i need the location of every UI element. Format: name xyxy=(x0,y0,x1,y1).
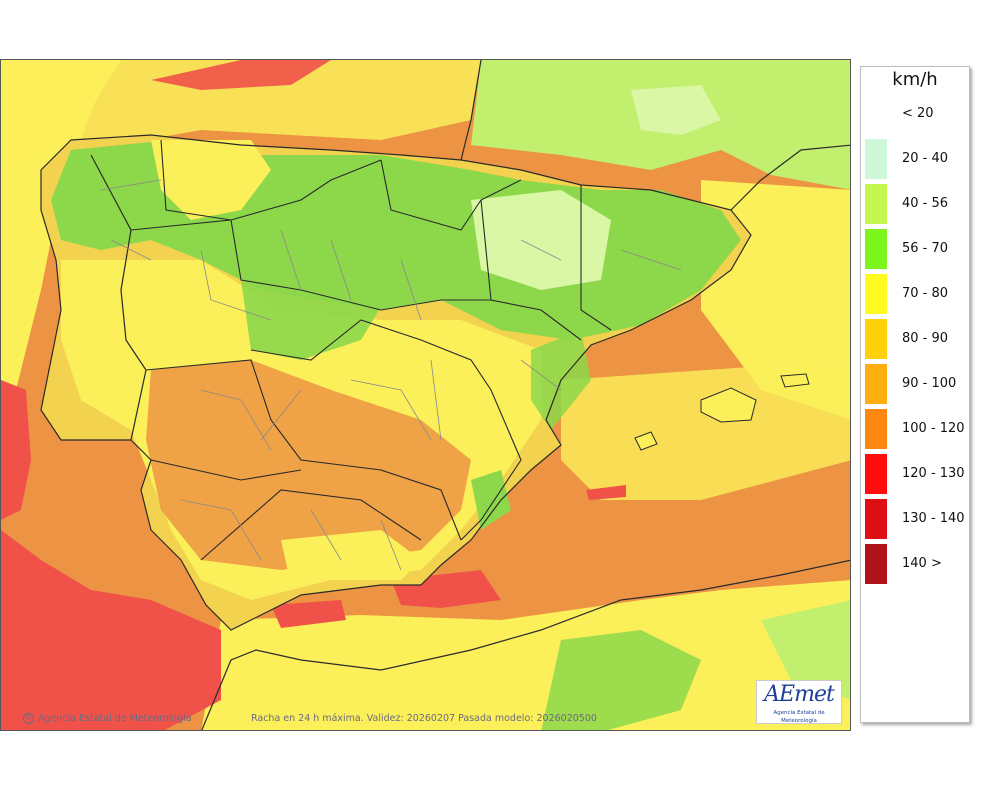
mallorca xyxy=(700,387,757,423)
france-pale xyxy=(631,85,721,135)
legend-label: 90 - 100 xyxy=(902,376,957,391)
legend-swatch xyxy=(865,274,887,314)
balearic-red xyxy=(586,485,626,500)
legend-unit: km/h xyxy=(892,69,938,90)
portugal-border xyxy=(90,154,147,441)
duero-green xyxy=(241,260,391,360)
aemet-logo-subtitle: Agencia Estatal de Meteorología xyxy=(773,710,825,724)
aemet-logo: AEmet Agencia Estatal de Meteorología xyxy=(756,680,842,724)
legend-swatch xyxy=(865,94,887,134)
atlantic-red-north xyxy=(151,60,331,90)
legend-item: 130 - 140 xyxy=(865,499,969,539)
province-borders xyxy=(100,179,682,571)
legend-label: 80 - 90 xyxy=(902,331,949,346)
legend-swatch xyxy=(865,454,887,494)
legend-swatch xyxy=(865,229,887,269)
legend-item: 40 - 56 xyxy=(865,184,969,224)
legend-item: 120 - 130 xyxy=(865,454,969,494)
alboran-red-2 xyxy=(271,600,346,628)
menorca xyxy=(780,373,810,388)
map-credit: © Agencia Estatal de Meteorología xyxy=(23,713,192,724)
map-canvas xyxy=(1,60,850,730)
legend-item: 20 - 40 xyxy=(865,139,969,179)
portugal-coast-red xyxy=(1,380,31,520)
legend-label: 56 - 70 xyxy=(902,241,949,256)
legend-item: < 20 xyxy=(865,94,969,134)
legend-label: 140 > xyxy=(902,556,942,571)
ibiza xyxy=(634,431,658,451)
legend-item: 80 - 90 xyxy=(865,319,969,359)
credit-text: Agencia Estatal de Meteorología xyxy=(38,713,192,724)
legend-label: 70 - 80 xyxy=(902,286,949,301)
legend-swatch xyxy=(865,499,887,539)
legend-panel: km/h < 20 20 - 40 40 - 56 56 - 70 70 - 80 80 … xyxy=(860,66,970,723)
aemet-logo-mark: AEmet xyxy=(764,682,835,707)
murcia-green xyxy=(471,470,511,530)
cantabrian-yellow xyxy=(151,140,271,220)
legend-swatch xyxy=(865,139,887,179)
copyright-icon: © xyxy=(23,713,34,724)
legend-item: 140 > xyxy=(865,544,969,584)
legend-swatch xyxy=(865,544,887,584)
legend-label: 20 - 40 xyxy=(902,151,949,166)
mediterranean-yellow xyxy=(561,360,850,500)
legend-label: 130 - 140 xyxy=(902,511,965,526)
legend-swatch xyxy=(865,409,887,449)
legend-label: 120 - 130 xyxy=(902,466,965,481)
atlantic-red-south xyxy=(1,530,221,730)
legend-swatch xyxy=(865,319,887,359)
legend-item: 100 - 120 xyxy=(865,409,969,449)
pyrenees-pale xyxy=(471,190,611,290)
legend-item: 90 - 100 xyxy=(865,364,969,404)
africa-green-east xyxy=(761,600,850,700)
legend-item: 56 - 70 xyxy=(865,229,969,269)
legend-item: 70 - 80 xyxy=(865,274,969,314)
africa-green xyxy=(541,630,701,730)
legend-label: 100 - 120 xyxy=(902,421,965,436)
andalusia-yellow xyxy=(281,530,421,585)
legend-label: 40 - 56 xyxy=(902,196,949,211)
meseta-orange xyxy=(146,360,471,570)
legend-swatch xyxy=(865,184,887,224)
africa-coastline xyxy=(201,559,850,730)
france-coastline xyxy=(460,60,850,211)
iberia-coastline xyxy=(40,134,752,631)
legend-label: < 20 xyxy=(902,106,934,121)
wind-gust-map: © Agencia Estatal de Meteorología Racha e… xyxy=(0,59,851,731)
validity-caption: Racha en 24 h máxima. Validez: 20260207 … xyxy=(251,713,597,724)
legend-swatch xyxy=(865,364,887,404)
